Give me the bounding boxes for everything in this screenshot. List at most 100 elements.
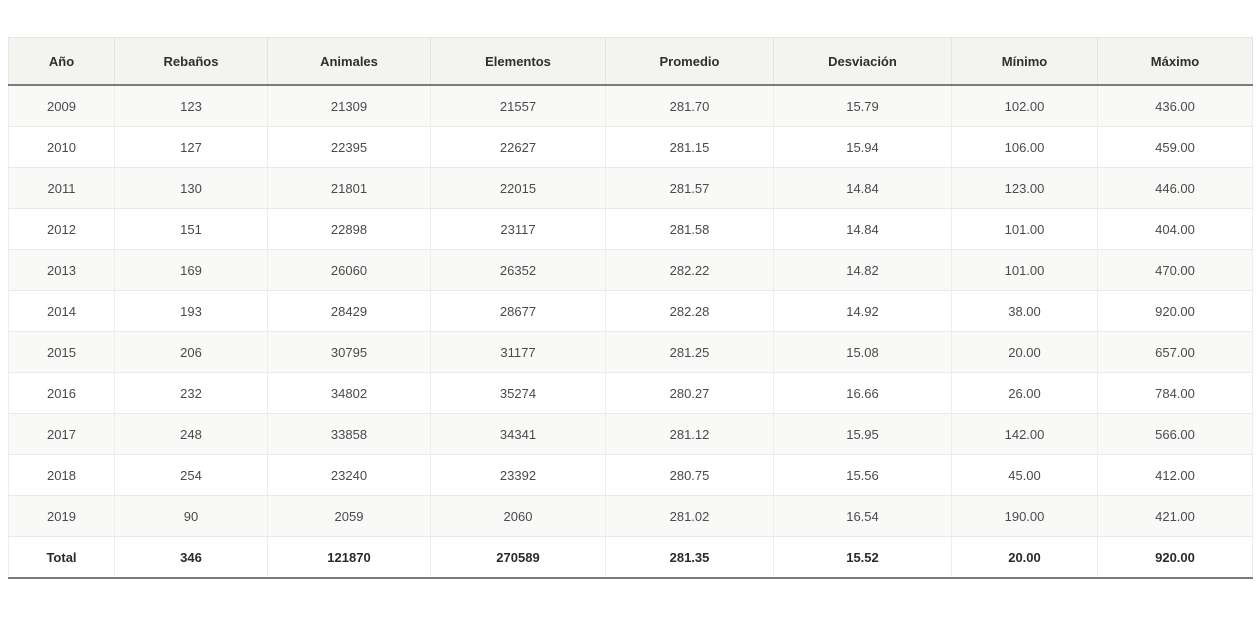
table-cell-maximo: 404.00 [1097, 208, 1253, 250]
table-cell-desviacion: 15.08 [773, 331, 952, 373]
table-cell-elementos: 35274 [430, 372, 606, 414]
table-cell-animales: 34802 [267, 372, 431, 414]
table-cell-elementos: 23392 [430, 454, 606, 496]
table-cell-elementos: 34341 [430, 413, 606, 455]
table-cell-minimo: 45.00 [951, 454, 1098, 496]
total-cell-promedio: 281.35 [605, 536, 774, 579]
table-cell-desviacion: 14.84 [773, 167, 952, 209]
table-row: 2019 90 2059 2060 281.02 16.54 190.00 421.00 [8, 495, 1253, 537]
table-cell-animales: 26060 [267, 249, 431, 291]
table-cell-animales: 28429 [267, 290, 431, 332]
table-cell-promedio: 281.57 [605, 167, 774, 209]
table-cell-desviacion: 15.56 [773, 454, 952, 496]
table-cell-maximo: 784.00 [1097, 372, 1253, 414]
table-cell-rebanos: 206 [114, 331, 268, 373]
table-cell-minimo: 123.00 [951, 167, 1098, 209]
table-cell-maximo: 421.00 [1097, 495, 1253, 537]
total-cell-minimo: 20.00 [951, 536, 1098, 579]
table-cell-minimo: 106.00 [951, 126, 1098, 168]
table-cell-minimo: 26.00 [951, 372, 1098, 414]
column-header-desviacion: Desviación [773, 37, 952, 86]
table-cell-promedio: 280.75 [605, 454, 774, 496]
table-cell-promedio: 281.25 [605, 331, 774, 373]
table-cell-desviacion: 15.94 [773, 126, 952, 168]
table-cell-rebanos: 248 [114, 413, 268, 455]
table-body: 2009 123 21309 21557 281.70 15.79 102.00 436.00… [8, 85, 1253, 579]
table-cell-animales: 33858 [267, 413, 431, 455]
table-cell-maximo: 566.00 [1097, 413, 1253, 455]
table-cell-promedio: 281.12 [605, 413, 774, 455]
table-cell-minimo: 101.00 [951, 249, 1098, 291]
table-row: 2014 193 28429 28677 282.28 14.92 38.00 920.00 [8, 290, 1253, 332]
table-cell-promedio: 280.27 [605, 372, 774, 414]
table-cell-elementos: 21557 [430, 85, 606, 127]
table-cell-desviacion: 15.79 [773, 85, 952, 127]
table-cell-elementos: 22627 [430, 126, 606, 168]
table-cell-rebanos: 232 [114, 372, 268, 414]
column-header-animales: Animales [267, 37, 431, 86]
table-cell-ano: 2012 [8, 208, 115, 250]
column-header-minimo: Mínimo [951, 37, 1098, 86]
table-cell-promedio: 282.28 [605, 290, 774, 332]
table-cell-elementos: 23117 [430, 208, 606, 250]
table-row: 2016 232 34802 35274 280.27 16.66 26.00 784.00 [8, 372, 1253, 414]
table-cell-maximo: 446.00 [1097, 167, 1253, 209]
table-row: 2018 254 23240 23392 280.75 15.56 45.00 412.00 [8, 454, 1253, 496]
total-cell-rebanos: 346 [114, 536, 268, 579]
table-row: 2011 130 21801 22015 281.57 14.84 123.00 446.00 [8, 167, 1253, 209]
table-cell-promedio: 282.22 [605, 249, 774, 291]
table-cell-ano: 2019 [8, 495, 115, 537]
total-cell-desviacion: 15.52 [773, 536, 952, 579]
table-cell-ano: 2015 [8, 331, 115, 373]
table-cell-maximo: 920.00 [1097, 290, 1253, 332]
table-cell-rebanos: 130 [114, 167, 268, 209]
table-cell-rebanos: 193 [114, 290, 268, 332]
table-cell-elementos: 31177 [430, 331, 606, 373]
table-cell-animales: 22395 [267, 126, 431, 168]
table-cell-rebanos: 123 [114, 85, 268, 127]
table-row: 2009 123 21309 21557 281.70 15.79 102.00 436.00 [8, 85, 1253, 127]
column-header-rebanos: Rebaños [114, 37, 268, 86]
table-cell-maximo: 657.00 [1097, 331, 1253, 373]
table-cell-rebanos: 254 [114, 454, 268, 496]
table-cell-ano: 2011 [8, 167, 115, 209]
column-header-promedio: Promedio [605, 37, 774, 86]
table-cell-minimo: 101.00 [951, 208, 1098, 250]
table-cell-ano: 2013 [8, 249, 115, 291]
table-cell-maximo: 436.00 [1097, 85, 1253, 127]
table-cell-ano: 2014 [8, 290, 115, 332]
table-cell-desviacion: 14.84 [773, 208, 952, 250]
table-cell-minimo: 38.00 [951, 290, 1098, 332]
table-cell-promedio: 281.02 [605, 495, 774, 537]
column-header-maximo: Máximo [1097, 37, 1253, 86]
total-cell-ano: Total [8, 536, 115, 579]
table-cell-rebanos: 127 [114, 126, 268, 168]
table-cell-desviacion: 14.92 [773, 290, 952, 332]
total-cell-elementos: 270589 [430, 536, 606, 579]
table-cell-ano: 2016 [8, 372, 115, 414]
table-header: Año Rebaños Animales Elementos Promedio Desvi… [8, 37, 1253, 86]
table-cell-animales: 21309 [267, 85, 431, 127]
data-table: Año Rebaños Animales Elementos Promedio Desvi… [8, 37, 1253, 579]
table-cell-minimo: 20.00 [951, 331, 1098, 373]
total-cell-animales: 121870 [267, 536, 431, 579]
table-cell-animales: 21801 [267, 167, 431, 209]
header-row: Año Rebaños Animales Elementos Promedio Desvi… [8, 37, 1253, 86]
table-cell-elementos: 28677 [430, 290, 606, 332]
table-cell-ano: 2009 [8, 85, 115, 127]
table-cell-rebanos: 151 [114, 208, 268, 250]
table-cell-desviacion: 14.82 [773, 249, 952, 291]
table-cell-ano: 2010 [8, 126, 115, 168]
table-cell-minimo: 102.00 [951, 85, 1098, 127]
table-cell-maximo: 412.00 [1097, 454, 1253, 496]
table-cell-elementos: 22015 [430, 167, 606, 209]
table-cell-promedio: 281.70 [605, 85, 774, 127]
table-cell-animales: 23240 [267, 454, 431, 496]
table-cell-animales: 30795 [267, 331, 431, 373]
table-cell-minimo: 142.00 [951, 413, 1098, 455]
table-cell-animales: 2059 [267, 495, 431, 537]
table-cell-animales: 22898 [267, 208, 431, 250]
table-cell-desviacion: 16.66 [773, 372, 952, 414]
table-cell-maximo: 459.00 [1097, 126, 1253, 168]
table-cell-desviacion: 15.95 [773, 413, 952, 455]
